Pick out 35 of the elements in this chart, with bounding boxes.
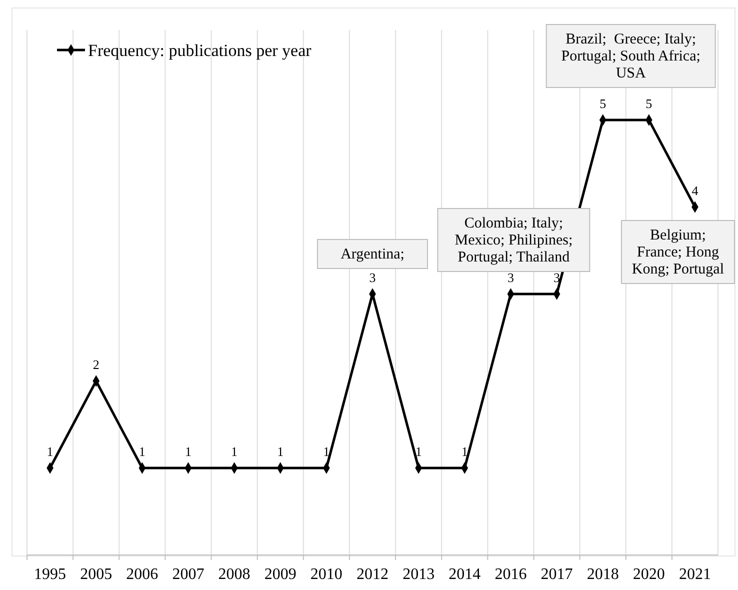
annotation: Colombia; Italy; Mexico; Philipines; Portugal; Thailand bbox=[454, 216, 573, 266]
x-tick-label: 2012 bbox=[356, 566, 388, 583]
x-tick-label: 2006 bbox=[126, 566, 158, 583]
data-label: 3 bbox=[554, 270, 560, 285]
x-tick-label: 2013 bbox=[402, 566, 435, 583]
annotation: Argentina; bbox=[340, 246, 404, 262]
data-label: 1 bbox=[461, 444, 468, 459]
x-tick-label: 2018 bbox=[586, 566, 619, 583]
annotation: Belgium; France; Hong Kong; Portugal bbox=[632, 228, 724, 278]
data-label: 1 bbox=[231, 444, 238, 459]
data-label: 4 bbox=[692, 183, 699, 198]
x-tick-label: 2009 bbox=[264, 566, 296, 583]
data-label: 3 bbox=[507, 270, 514, 285]
x-tick-label: 1995 bbox=[34, 566, 66, 583]
data-label: 5 bbox=[600, 96, 606, 111]
data-label: 1 bbox=[277, 444, 284, 459]
data-label: 1 bbox=[46, 444, 54, 459]
x-tick-label: 2020 bbox=[632, 566, 665, 583]
data-label: 1 bbox=[323, 444, 330, 459]
data-label: 1 bbox=[184, 444, 192, 459]
x-tick-label: 2017 bbox=[540, 566, 573, 583]
legend-label: Frequency: publications per year bbox=[88, 41, 312, 60]
data-label: 3 bbox=[369, 270, 376, 285]
x-tick-label: 2021 bbox=[678, 566, 711, 583]
x-tick-label: 2008 bbox=[218, 566, 250, 583]
data-label: 1 bbox=[138, 444, 146, 459]
x-tick-label: 2014 bbox=[448, 566, 481, 583]
x-tick-label: 2007 bbox=[172, 566, 204, 583]
data-label: 5 bbox=[646, 96, 652, 111]
data-label: 2 bbox=[92, 357, 100, 372]
annotation: Brazil; Greece; Italy; Portugal; South Africa; USA bbox=[561, 32, 700, 82]
x-tick-label: 2016 bbox=[494, 566, 527, 583]
data-label: 1 bbox=[415, 444, 422, 459]
x-tick-label: 2010 bbox=[310, 566, 342, 583]
x-tick-label: 2005 bbox=[80, 566, 112, 583]
